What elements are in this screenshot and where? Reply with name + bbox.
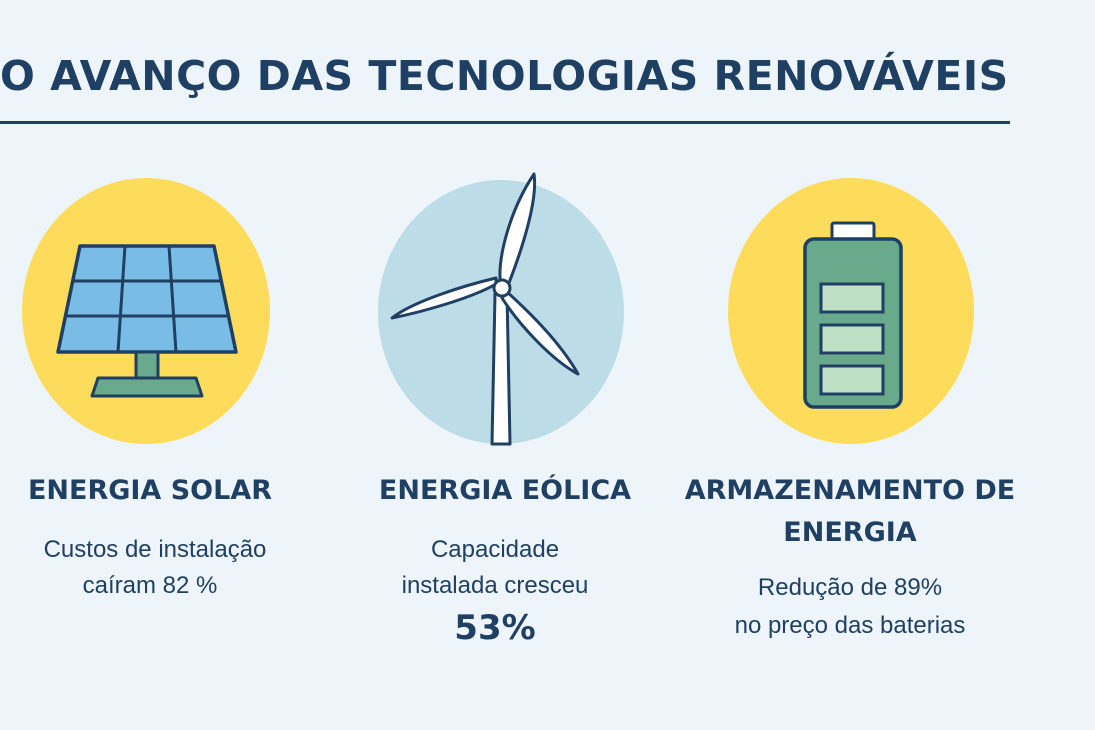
storage-text-line2: no preço das baterias	[734, 612, 966, 639]
wind-text-line1: Capacidade	[430, 536, 560, 563]
storage-title-line1: ARMAZENAMENTO DE	[684, 475, 1016, 506]
battery-icon	[803, 221, 903, 409]
wind-turbine-icon	[390, 172, 580, 446]
wind-title: ENERGIA EÓLICA	[378, 475, 632, 506]
storage-text-line1: Redução de 89%	[757, 574, 943, 601]
wind-highlight-value: 53%	[454, 608, 536, 648]
page-title: O AVANÇO DAS TECNOLOGIAS RENOVÁVEIS	[0, 52, 1009, 100]
solar-text-line1: Custos de instalação	[43, 536, 267, 563]
wind-text-line2: instalada cresceu	[401, 572, 589, 599]
title-divider	[0, 121, 1010, 124]
solar-text-line2: caíram 82 %	[82, 572, 218, 599]
solar-panel-icon	[56, 244, 238, 398]
solar-title: ENERGIA SOLAR	[27, 475, 273, 506]
storage-title-line2: ENERGIA	[783, 517, 917, 548]
